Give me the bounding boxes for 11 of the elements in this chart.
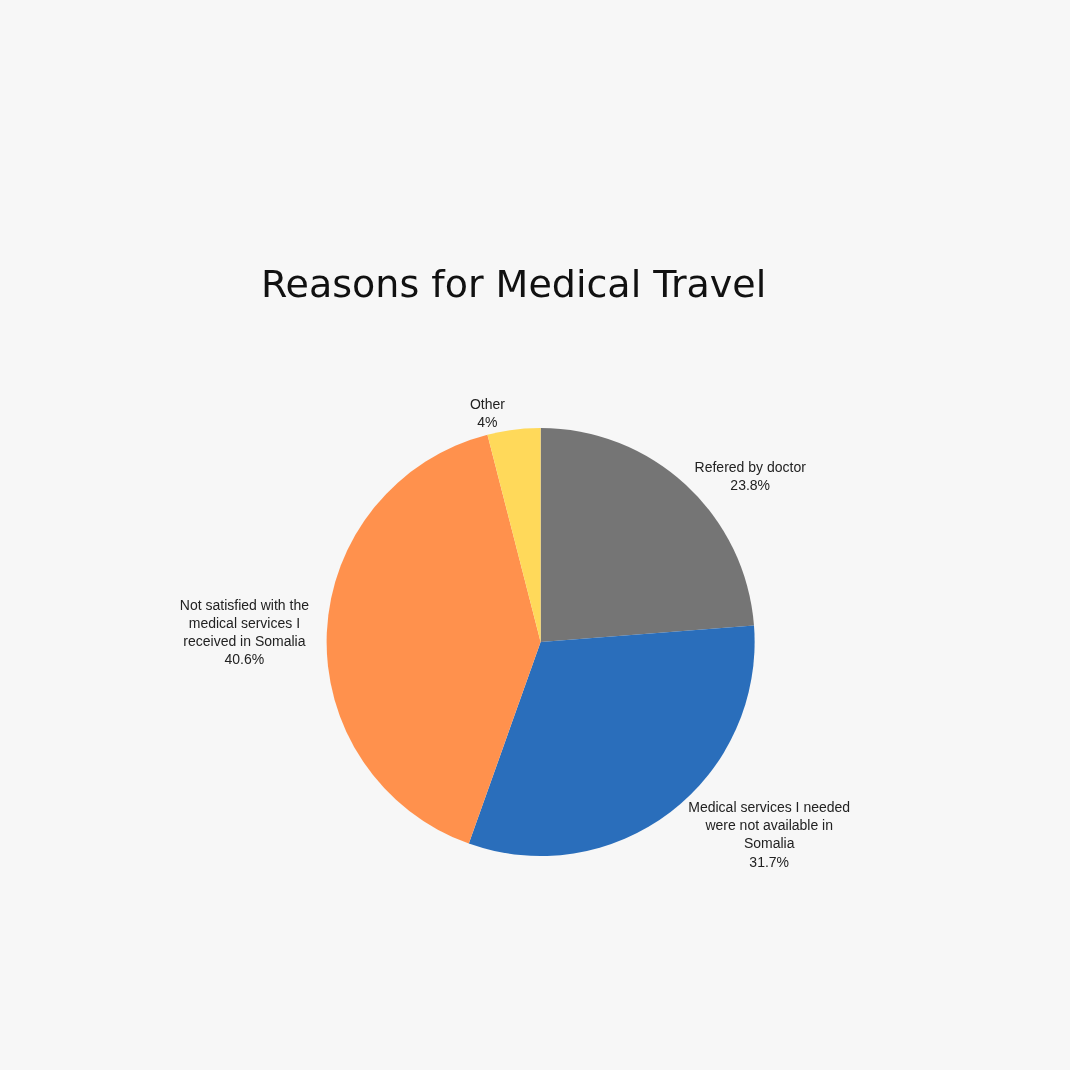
slice-label: Medical services I needed were not available in Somalia [688, 798, 851, 852]
pie-slice [487, 428, 541, 642]
data-label: 4% [477, 413, 498, 430]
slice-label: Not satisfied with the medical services I received in Somalia [179, 596, 310, 650]
slice-label: Other [469, 395, 506, 412]
pie-slice [326, 434, 541, 844]
data-label: 31.7% [749, 853, 790, 870]
data-label: 23.8% [730, 476, 771, 493]
slice-label: Refered by doctor [694, 458, 807, 475]
chart-title: Reasons for Medical Travel [260, 261, 767, 306]
data-label: 40.6% [224, 651, 265, 668]
